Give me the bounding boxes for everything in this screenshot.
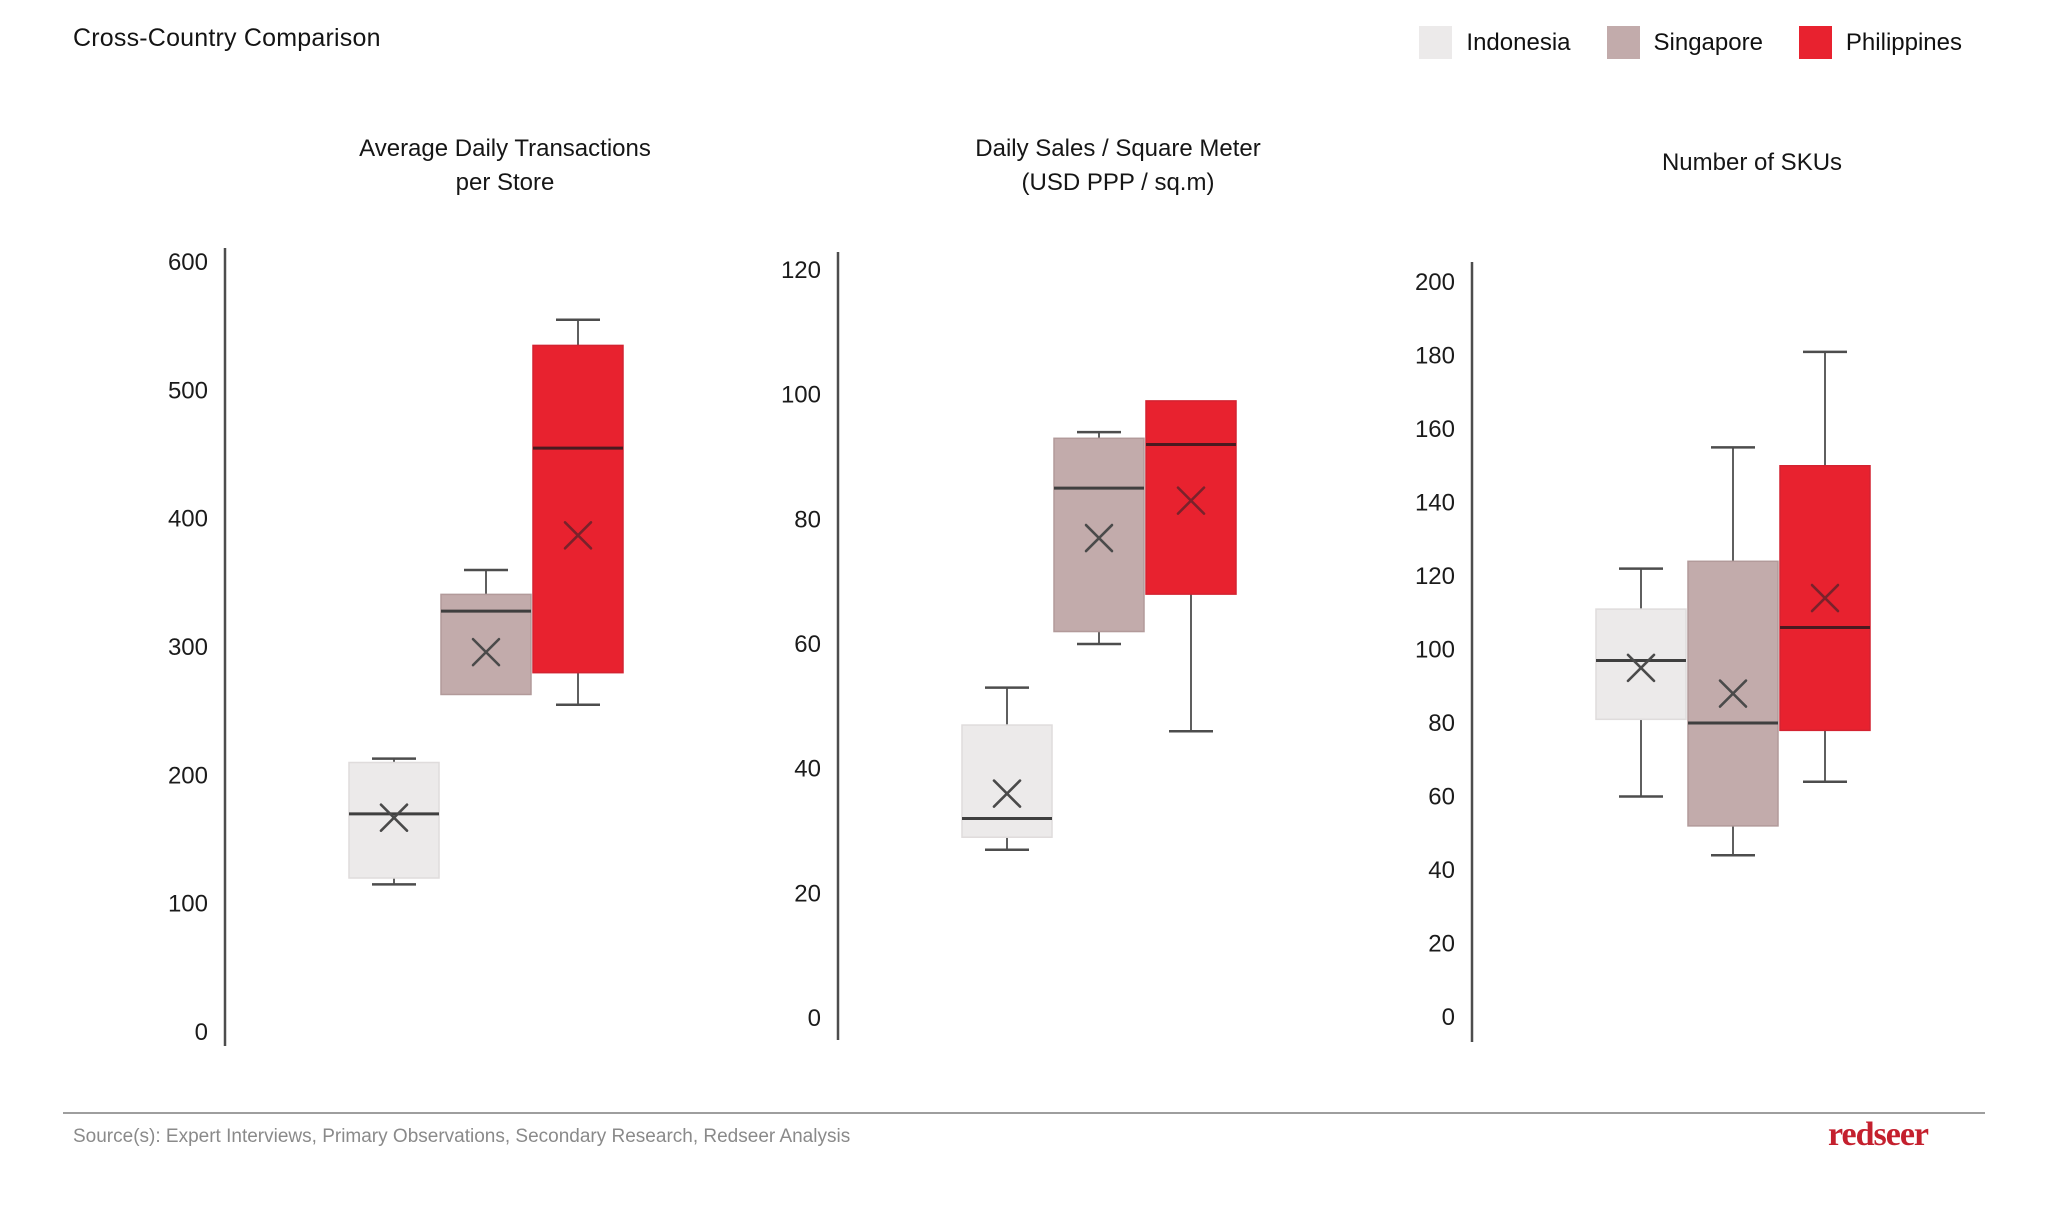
chart-title-transactions: Average Daily Transactions per Store (225, 132, 785, 200)
svg-text:400: 400 (168, 506, 208, 533)
legend-item-philippines: Philippines (1798, 26, 1962, 59)
legend-item-label: Indonesia (1466, 28, 1571, 56)
chart-title-line: per Store (455, 169, 555, 196)
page-title: Cross-Country Comparison (73, 24, 381, 52)
svg-text:0: 0 (1442, 1004, 1455, 1031)
svg-text:60: 60 (794, 631, 821, 658)
singapore-swatch-icon (1606, 26, 1640, 59)
boxplot-transactions-per-store: 600 500 400 300 200 100 0 (168, 248, 624, 1046)
svg-text:20: 20 (794, 880, 821, 907)
legend-item-singapore: Singapore (1606, 26, 1763, 59)
legend-item-label: Philippines (1845, 28, 1962, 56)
chart-title-skus: Number of SKUs (1472, 146, 2032, 180)
legend-item-label: Singapore (1653, 28, 1763, 56)
svg-text:100: 100 (168, 891, 208, 918)
chart-title-line: Daily Sales / Square Meter (975, 135, 1261, 162)
svg-text:160: 160 (1415, 416, 1455, 443)
svg-text:140: 140 (1415, 490, 1455, 517)
chart-title-line: (USD PPP / sq.m) (1021, 169, 1215, 196)
svg-text:40: 40 (794, 756, 821, 783)
svg-text:200: 200 (1415, 269, 1455, 296)
redseer-logo: redseer (1828, 1116, 1929, 1153)
svg-text:600: 600 (168, 249, 208, 276)
legend: Indonesia Singapore Philippines (1419, 26, 1962, 59)
philippines-swatch-icon (1798, 26, 1832, 59)
indonesia-swatch-icon (1419, 26, 1453, 59)
svg-text:100: 100 (781, 382, 821, 409)
svg-text:120: 120 (1415, 563, 1455, 590)
svg-text:0: 0 (808, 1005, 821, 1032)
svg-text:20: 20 (1428, 931, 1455, 958)
svg-text:100: 100 (1415, 637, 1455, 664)
chart-title-line: Number of SKUs (1661, 149, 1843, 176)
svg-text:40: 40 (1428, 857, 1455, 884)
svg-text:0: 0 (195, 1019, 208, 1046)
svg-text:200: 200 (168, 762, 208, 789)
svg-text:500: 500 (168, 377, 208, 404)
svg-text:300: 300 (168, 634, 208, 661)
footer-divider (63, 1112, 1985, 1114)
svg-text:80: 80 (1428, 710, 1455, 737)
boxplot-daily-sales-per-sqm: 120 100 80 60 40 20 0 (781, 252, 1237, 1040)
svg-text:180: 180 (1415, 343, 1455, 370)
chart-title-line: Average Daily Transactions (359, 135, 651, 162)
chart-title-sales-per-sqm: Daily Sales / Square Meter (USD PPP / sq… (838, 132, 1398, 200)
legend-item-indonesia: Indonesia (1419, 26, 1571, 59)
source-text: Source(s): Expert Interviews, Primary Ob… (73, 1126, 851, 1147)
svg-text:60: 60 (1428, 784, 1455, 811)
svg-text:120: 120 (781, 257, 821, 284)
svg-text:80: 80 (794, 506, 821, 533)
